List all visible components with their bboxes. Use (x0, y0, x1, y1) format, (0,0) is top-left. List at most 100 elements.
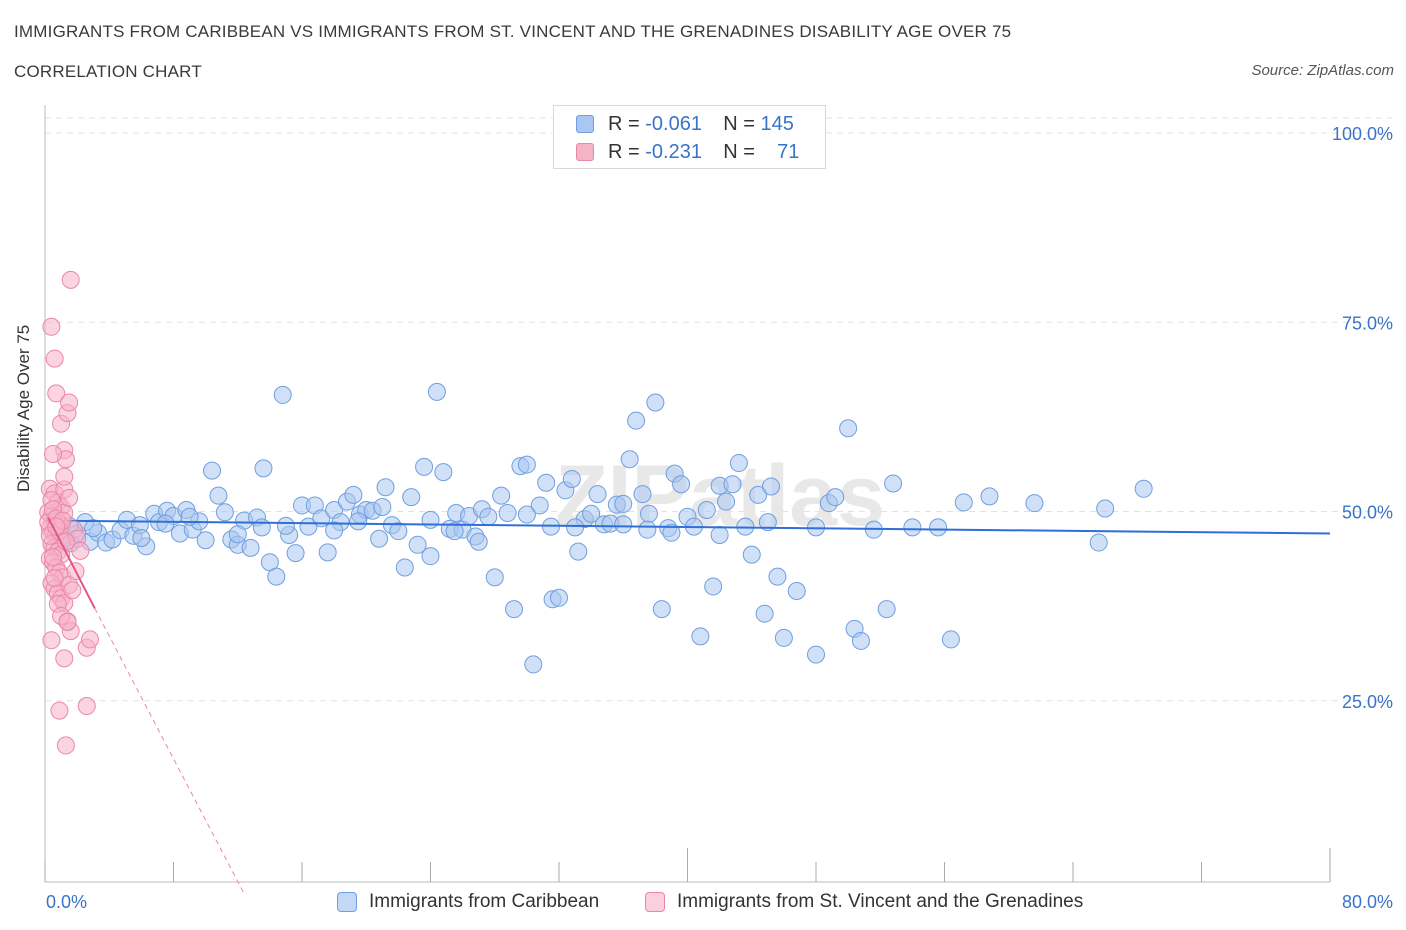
r-value-st-vincent: -0.231 (645, 140, 702, 163)
st-vincent-trendline (47, 517, 96, 609)
caribbean-swatch (576, 115, 594, 133)
bottom-legend-caribbean: Immigrants from Caribbean (337, 888, 599, 916)
st-vincent-point (71, 541, 90, 560)
y-tick-label: 100.0% (1332, 124, 1393, 144)
caribbean-point (485, 568, 504, 587)
st-vincent-point (45, 349, 64, 368)
caribbean-point (980, 487, 999, 506)
caribbean-point (768, 567, 787, 586)
caribbean-point (755, 604, 774, 623)
caribbean-point (1025, 494, 1044, 513)
caribbean-point (505, 600, 524, 619)
st-vincent-point (77, 697, 96, 716)
caribbean-point (639, 504, 658, 523)
caribbean-point (445, 522, 464, 541)
caribbean-point (252, 518, 271, 537)
caribbean-point (415, 457, 434, 476)
caribbean-point (826, 488, 845, 507)
n-label: N = (723, 112, 755, 135)
caribbean-point (620, 450, 639, 469)
caribbean-point (524, 655, 543, 674)
caribbean-point (672, 475, 691, 494)
caribbean-point (479, 507, 498, 526)
st-vincent-point (55, 467, 74, 486)
caribbean-point (704, 577, 723, 596)
st-vincent-point (63, 581, 82, 600)
caribbean-trendline (44, 519, 1331, 535)
caribbean-point (749, 485, 768, 504)
caribbean-point (325, 521, 344, 540)
caribbean-point (273, 385, 292, 404)
caribbean-point (742, 545, 761, 564)
st-vincent-point (42, 631, 61, 650)
caribbean-point (627, 411, 646, 430)
caribbean-point (421, 510, 440, 529)
y-axis-label: Disability Age Over 75 (14, 324, 33, 492)
y-tick-label: 75.0% (1342, 313, 1393, 333)
caribbean-point (402, 488, 421, 507)
y-tick-label: 50.0% (1342, 503, 1393, 523)
caribbean-point (550, 588, 568, 607)
st-vincent-point (61, 270, 80, 289)
caribbean-point (389, 522, 408, 541)
st-vincent-point (60, 393, 79, 412)
n-value-caribbean: 145 (760, 112, 794, 135)
caribbean-point (633, 485, 652, 504)
st-vincent-point (55, 649, 74, 668)
st-vincent-swatch (576, 143, 594, 161)
caribbean-point (196, 531, 215, 550)
caribbean-point (774, 628, 793, 647)
r-label: R = (608, 112, 640, 135)
caribbean-point (903, 518, 922, 537)
caribbean-point (717, 492, 736, 511)
caribbean-point (646, 393, 665, 412)
caribbean-point (562, 469, 581, 488)
st-vincent-point (45, 569, 64, 588)
caribbean-point (566, 518, 585, 537)
n-label: N = (723, 140, 755, 163)
caribbean-point (1096, 499, 1115, 518)
caribbean-point (84, 519, 103, 538)
caribbean-point (941, 630, 960, 649)
caribbean-point (370, 529, 389, 548)
caribbean-point (537, 473, 556, 492)
caribbean-point (729, 454, 748, 473)
caribbean-point (929, 518, 948, 537)
caribbean-point (156, 514, 175, 533)
caribbean-point (517, 455, 536, 474)
chart-title: IMMIGRANTS FROM CARIBBEAN VS IMMIGRANTS … (14, 22, 1012, 41)
caribbean-point (1089, 533, 1108, 552)
caribbean-point (588, 485, 607, 504)
st-vincent-point (80, 630, 99, 649)
caribbean-point (723, 475, 742, 494)
st-vincent-legend-swatch (645, 892, 665, 912)
caribbean-point (582, 504, 601, 523)
caribbean-point (877, 600, 896, 619)
caribbean-point (517, 505, 536, 524)
caribbean-point (614, 494, 633, 513)
st-vincent-point (58, 613, 77, 632)
caribbean-point (373, 497, 392, 516)
caribbean-point (344, 485, 363, 504)
caribbean-point (267, 567, 286, 586)
r-value-caribbean: -0.061 (645, 112, 702, 135)
st-vincent-point (44, 444, 63, 463)
bottom-legend-st-vincent: Immigrants from St. Vincent and the Gren… (645, 888, 1083, 916)
caribbean-point (851, 631, 870, 650)
st-vincent-legend-label: Immigrants from St. Vincent and the Gren… (677, 891, 1084, 912)
st-vincent-point (50, 701, 69, 720)
caribbean-point (569, 542, 588, 561)
caribbean-point (349, 512, 368, 531)
caribbean-point (408, 535, 427, 554)
caribbean-point (787, 581, 806, 600)
caribbean-point (697, 500, 716, 519)
caribbean-point (434, 463, 453, 482)
caribbean-point (1134, 479, 1153, 498)
caribbean-point (276, 516, 295, 535)
caribbean-point (427, 382, 446, 401)
y-tick-label: 25.0% (1342, 692, 1393, 712)
caribbean-legend-label: Immigrants from Caribbean (369, 891, 600, 912)
caribbean-point (215, 503, 234, 522)
n-value-st-vincent: 71 (777, 140, 800, 163)
caribbean-point (954, 493, 973, 512)
